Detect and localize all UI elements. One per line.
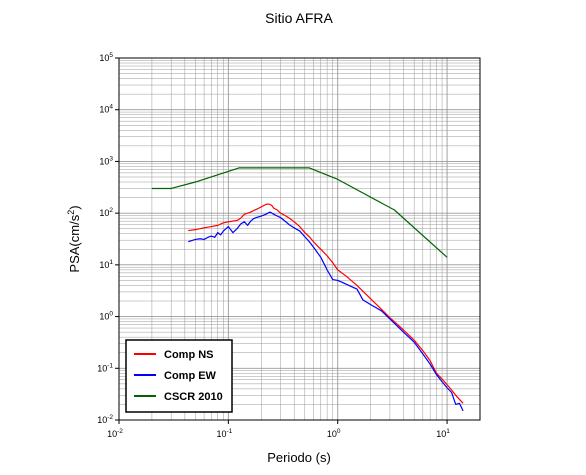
series-line-comp-ns bbox=[188, 203, 464, 404]
y-tick-label: 101 bbox=[99, 259, 113, 270]
legend-label: Comp EW bbox=[164, 370, 217, 382]
x-axis-title: Periodo (s) bbox=[267, 450, 331, 465]
plot-frame bbox=[118, 57, 481, 421]
legend-label: Comp NS bbox=[164, 349, 214, 361]
x-tick-label: 100 bbox=[327, 428, 341, 439]
chart-title: Sitio AFRA bbox=[265, 10, 333, 26]
x-tick-label: 10-1 bbox=[216, 428, 232, 439]
y-tick-label: 10-1 bbox=[97, 362, 113, 373]
y-tick-label: 102 bbox=[99, 207, 113, 218]
series-line-comp-ew bbox=[188, 211, 464, 412]
y-tick-label: 10-2 bbox=[97, 414, 113, 425]
x-tick-label: 10-2 bbox=[107, 428, 123, 439]
grid bbox=[118, 57, 481, 421]
axis-ticks: 10-2 10-1 100 101 10-2 10-1 100 101 102 103 104 105 bbox=[97, 52, 450, 439]
x-tick-label: 101 bbox=[436, 428, 450, 439]
series-line-cscr-2010 bbox=[151, 167, 448, 258]
legend: Comp NS Comp EW CSCR 2010 bbox=[125, 339, 233, 413]
y-tick-label: 100 bbox=[99, 311, 113, 322]
y-tick-label: 103 bbox=[99, 155, 113, 166]
series-lines bbox=[151, 167, 464, 412]
legend-label: CSCR 2010 bbox=[164, 391, 223, 403]
y-axis-title: PSA(cm/s2) bbox=[66, 205, 82, 272]
y-tick-label: 105 bbox=[99, 52, 113, 63]
y-tick-label: 104 bbox=[99, 104, 113, 115]
